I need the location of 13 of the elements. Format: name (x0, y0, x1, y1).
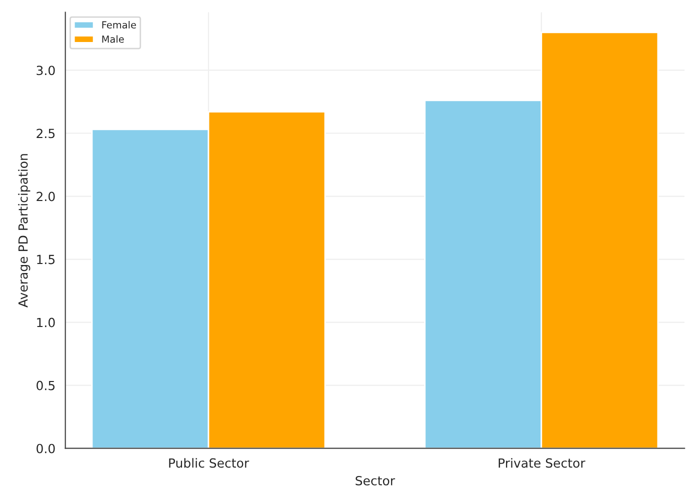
y-tick-label: 3.0 (36, 66, 55, 76)
legend-label: Male (102, 35, 124, 43)
y-tick-label: 1.0 (37, 318, 55, 328)
x-axis-title: Sector (356, 476, 396, 486)
y-tick-label: 0.0 (36, 444, 55, 454)
y-tick-label: 1.5 (37, 254, 55, 264)
x-tick-label: Public Sector (169, 458, 250, 468)
y-tick-label: 0.5 (36, 380, 55, 390)
y-tick-label: 2.5 (36, 128, 55, 138)
legend-label: Female (102, 21, 136, 29)
x-tick-label: Private Sector (498, 458, 586, 468)
y-tick-label: 2.0 (36, 192, 55, 202)
y-axis-title: Average PD Participation (18, 154, 30, 308)
